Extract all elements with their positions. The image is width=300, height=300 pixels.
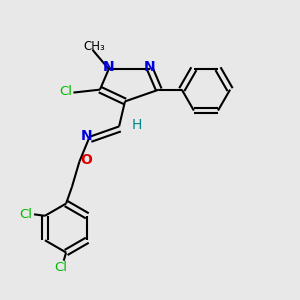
Text: Cl: Cl: [54, 261, 67, 274]
Text: H: H: [132, 118, 142, 132]
Text: CH₃: CH₃: [83, 40, 105, 53]
Text: N: N: [81, 129, 92, 143]
Text: N: N: [103, 60, 115, 74]
Text: O: O: [80, 153, 92, 167]
Text: N: N: [144, 60, 156, 74]
Text: Cl: Cl: [60, 85, 73, 98]
Text: Cl: Cl: [19, 208, 32, 221]
